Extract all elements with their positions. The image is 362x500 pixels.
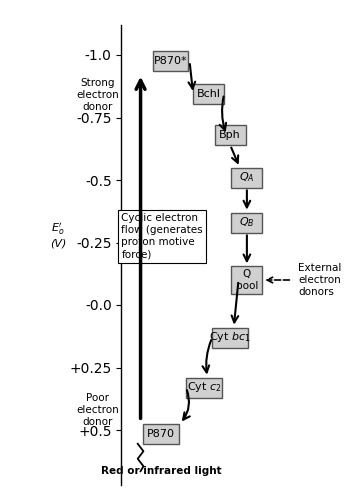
FancyBboxPatch shape (152, 52, 188, 71)
Text: Q
pool: Q pool (236, 269, 258, 291)
Text: Poor
electron
donor: Poor electron donor (76, 392, 119, 428)
FancyBboxPatch shape (143, 424, 179, 444)
Text: External
electron
donors: External electron donors (298, 262, 342, 298)
Text: Strong
electron
donor: Strong electron donor (76, 78, 119, 112)
FancyBboxPatch shape (186, 378, 222, 398)
FancyBboxPatch shape (231, 266, 262, 293)
FancyBboxPatch shape (215, 125, 246, 145)
Text: $Q_A$: $Q_A$ (239, 170, 254, 184)
Text: Cyclic electron
flow (generates
proton motive
force): Cyclic electron flow (generates proton m… (121, 212, 203, 260)
Text: $E_o'$
(V): $E_o'$ (V) (50, 221, 66, 249)
Text: Bph: Bph (219, 130, 241, 140)
FancyBboxPatch shape (193, 84, 224, 104)
Text: $Q_B$: $Q_B$ (239, 216, 255, 230)
Text: Cyt $c_2$: Cyt $c_2$ (187, 380, 221, 394)
Text: Red or infrared light: Red or infrared light (101, 466, 221, 476)
Text: P870*: P870* (153, 56, 187, 66)
FancyBboxPatch shape (231, 212, 262, 233)
Text: Bchl: Bchl (197, 89, 221, 99)
FancyBboxPatch shape (212, 328, 248, 347)
FancyBboxPatch shape (231, 168, 262, 188)
Text: P870: P870 (147, 428, 175, 439)
Text: Cyt $bc_1$: Cyt $bc_1$ (209, 330, 251, 344)
